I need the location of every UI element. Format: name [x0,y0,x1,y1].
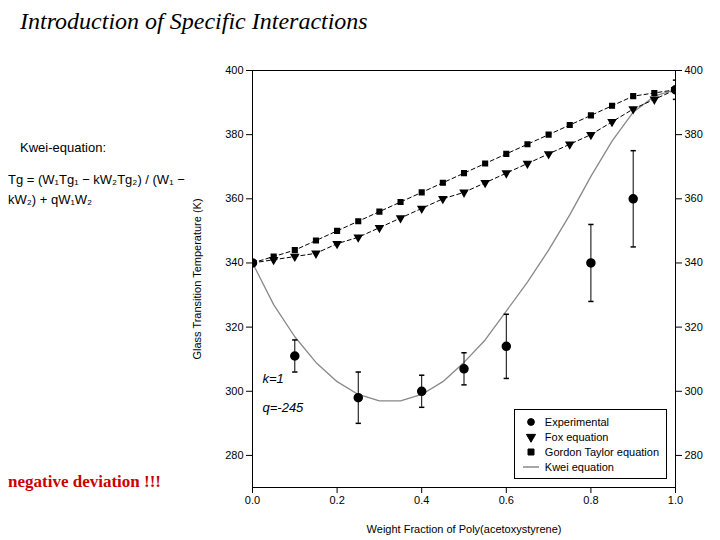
svg-text:380: 380 [685,128,703,140]
svg-text:0.4: 0.4 [414,494,429,506]
html-text:Kwei-equation:: Kwei-equation: [20,140,106,155]
svg-text:1.0: 1.0 [668,494,683,506]
svg-text:320: 320 [225,321,243,333]
html-text:Introduction of Specific Inter: Introduction of Specific Interactions [20,8,368,34]
svg-text:380: 380 [225,128,243,140]
svg-text:320: 320 [685,321,703,333]
svg-text:280: 280 [685,449,703,461]
svg-text:360: 360 [685,192,703,204]
svg-text:340: 340 [225,256,243,268]
svg-text:280: 280 [225,449,243,461]
svg-text:400: 400 [685,64,703,76]
svg-text:340: 340 [685,256,703,268]
svg-text:q=-245: q=-245 [263,400,305,415]
svg-text:400: 400 [225,64,243,76]
svg-text:0.2: 0.2 [329,494,344,506]
svg-text:Glass Transition Temperature (: Glass Transition Temperature (K) [191,198,203,359]
html-text:Kwei equation: Kwei equation [544,460,614,473]
html-text:Fox equation: Fox equation [544,430,609,443]
svg-text:k=1: k=1 [263,371,284,386]
svg-text:360: 360 [225,192,243,204]
html-text:Tg = (W₁Tg₁ − kW₂Tg₂) / (W₁ −: Tg = (W₁Tg₁ − kW₂Tg₂) / (W₁ − kW₂) + qW₁… [8,172,185,207]
svg-text:300: 300 [225,385,243,397]
html-text:negative deviation !!!: negative deviation !!! [8,472,161,491]
html-text:Gordon Taylor equation: Gordon Taylor equation [544,445,659,458]
svg-text:0.8: 0.8 [583,494,598,506]
svg-text:300: 300 [685,385,703,397]
svg-text:Weight Fraction of Poly(acetox: Weight Fraction of Poly(acetoxystyrene) [367,523,562,535]
html-text:Experimental: Experimental [544,415,609,428]
svg-text:0.6: 0.6 [499,494,514,506]
svg-text:0.0: 0.0 [245,494,260,506]
